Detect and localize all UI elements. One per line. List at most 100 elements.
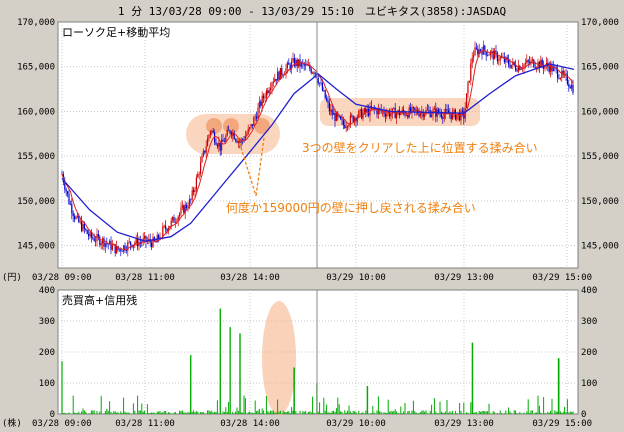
candle-body <box>179 213 181 217</box>
candle-body <box>257 107 259 119</box>
annotation-resistance-range: 何度か159000円の壁に押し戻される揉み合い <box>226 200 476 215</box>
candle-body <box>226 129 228 136</box>
candle-body <box>158 234 160 239</box>
candle-body <box>198 173 200 175</box>
candle-body <box>233 132 235 140</box>
candle-body <box>471 57 473 64</box>
price-y-tick-left: 160,000 <box>17 107 55 117</box>
candle-body <box>120 249 122 252</box>
candle-body <box>365 108 367 113</box>
candle-body <box>548 66 550 72</box>
candle-body <box>400 112 402 116</box>
candle-body <box>292 58 294 62</box>
candle-body <box>103 238 105 247</box>
candle-body <box>520 68 522 70</box>
candle-body <box>393 107 395 109</box>
price-unit-label: (円) <box>2 272 22 283</box>
candle-body <box>552 66 554 72</box>
candle-body <box>335 112 337 121</box>
volume-y-ticks: 0 0 100 100 200 200 300 300 400 400 <box>39 286 598 420</box>
candle-body <box>354 117 356 122</box>
candle-body <box>540 59 542 68</box>
candle-body <box>97 234 99 237</box>
candle-body <box>566 74 568 84</box>
candle-body <box>286 62 288 69</box>
candle-body <box>349 115 351 125</box>
candle-body <box>404 112 406 116</box>
candle-body <box>216 144 218 147</box>
candle-body <box>163 225 165 227</box>
candle-body <box>572 84 574 93</box>
volume-y-tick-left: 0 <box>50 410 55 420</box>
candle-body <box>221 139 223 151</box>
candle-body <box>92 237 94 239</box>
candle-body <box>134 243 136 245</box>
candle-body <box>330 109 332 112</box>
candle-body <box>261 95 263 106</box>
price-x-tick: 03/29 10:00 <box>326 273 386 283</box>
candle-body <box>481 50 483 55</box>
candle-body <box>239 141 241 143</box>
candle-body <box>571 84 573 89</box>
resistance-touch-marker <box>206 118 222 134</box>
candle-body <box>281 67 283 76</box>
candle-body <box>396 113 398 119</box>
volume-y-tick-right: 100 <box>581 379 597 389</box>
candle-body <box>533 59 535 68</box>
price-y-tick-left: 170,000 <box>17 18 55 28</box>
candle-body <box>104 243 106 247</box>
candle-body <box>251 124 253 126</box>
price-x-tick: 03/28 11:00 <box>115 273 175 283</box>
volume-y-tick-right: 200 <box>581 348 597 358</box>
candle-body <box>512 61 514 65</box>
candle-body <box>307 65 309 66</box>
candle-body <box>440 113 442 118</box>
candle-body <box>68 194 70 204</box>
candle-body <box>277 71 279 81</box>
candle-body <box>121 251 123 252</box>
candle-body <box>90 231 92 238</box>
candle-body <box>100 243 102 246</box>
candle-body <box>107 243 109 245</box>
candle-body <box>478 49 480 55</box>
candle-body <box>174 222 176 223</box>
candle-body <box>489 51 491 56</box>
candle-body <box>200 162 202 174</box>
candle-body <box>137 237 139 247</box>
candle-body <box>382 110 384 112</box>
candle-body <box>326 98 328 101</box>
candle-body <box>473 55 475 58</box>
candle-body <box>243 139 245 141</box>
candle-body <box>459 113 461 121</box>
candle-body <box>345 126 347 128</box>
candle-body <box>355 117 357 122</box>
candle-body <box>418 113 420 117</box>
candle-body <box>95 240 97 242</box>
highlight-volume-spike <box>262 301 296 415</box>
price-y-tick-right: 150,000 <box>581 197 619 207</box>
candle-body <box>102 238 104 244</box>
candle-body <box>488 54 490 56</box>
candle-body <box>569 86 571 89</box>
candle-body <box>377 108 379 115</box>
candle-body <box>559 77 561 79</box>
volume-x-ticks: 03/28 09:00 03/28 11:00 03/28 14:00 03/29 1… <box>32 419 592 429</box>
annotation-upper-range: 3つの壁をクリアした上に位置する揉み合い <box>302 140 538 155</box>
candle-body <box>475 47 477 49</box>
candle-body <box>342 120 344 125</box>
candle-body <box>468 80 470 83</box>
candle-body <box>264 97 266 99</box>
candle-body <box>495 50 497 53</box>
candle-body <box>106 243 108 244</box>
price-y-tick-right: 165,000 <box>581 63 619 73</box>
candle-body <box>510 64 512 68</box>
candle-body <box>442 117 444 119</box>
volume-x-tick: 03/28 09:00 <box>32 419 92 429</box>
candle-body <box>247 128 249 134</box>
candle-body <box>118 249 120 250</box>
candle-body <box>172 217 174 221</box>
candle-body <box>209 131 211 135</box>
candle-body <box>127 242 129 251</box>
candle-body <box>491 51 493 52</box>
candle-body <box>242 139 244 141</box>
